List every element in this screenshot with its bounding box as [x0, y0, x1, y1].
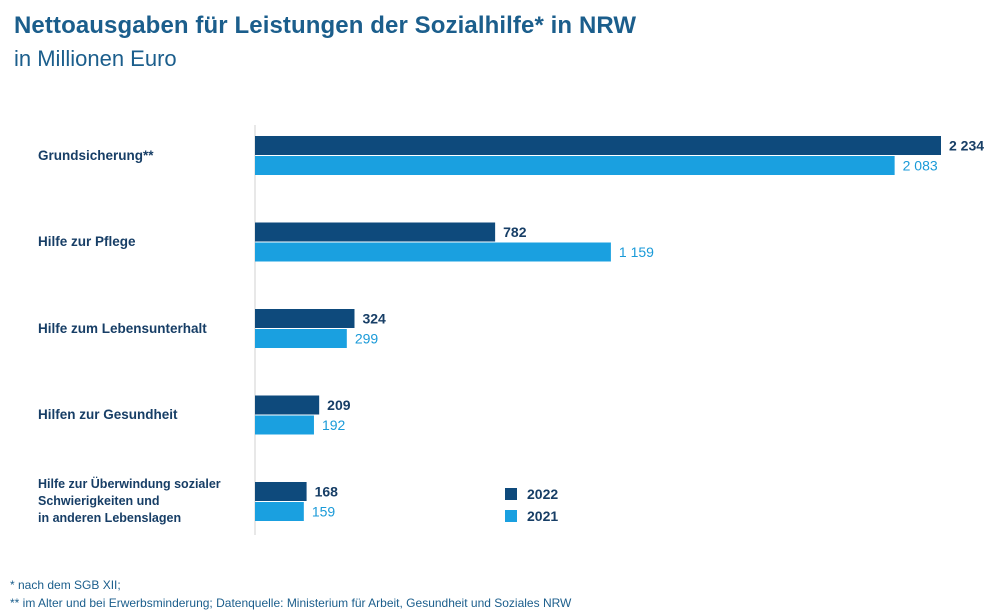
- category-label-4: Hilfe zur Überwindung sozialer Schwierigk…: [38, 476, 248, 527]
- category-label-line: Grundsicherung**: [38, 147, 154, 163]
- value-label-2021-3: 192: [322, 417, 346, 433]
- value-label-2022-0: 2 234: [949, 138, 984, 154]
- category-label-3: Hilfen zur Gesundheit: [38, 406, 248, 424]
- bar-2021-3: [255, 415, 314, 435]
- value-label-2021-0: 2 083: [903, 158, 938, 174]
- legend-item-2022: 2022: [505, 486, 558, 502]
- category-label-line: Hilfen zur Gesundheit: [38, 407, 178, 422]
- category-label-0: Grundsicherung**: [38, 147, 248, 165]
- category-label-2: Hilfe zum Lebensunterhalt: [38, 320, 248, 338]
- bar-2021-2: [255, 329, 347, 348]
- value-label-2022-1: 782: [503, 224, 527, 240]
- bar-2022-2: [255, 309, 355, 328]
- value-label-2022-3: 209: [327, 397, 351, 413]
- category-label-line: in anderen Lebenslagen: [38, 511, 182, 525]
- value-label-2022-4: 168: [315, 484, 339, 500]
- bar-2021-4: [255, 502, 304, 521]
- category-label-line: Schwierigkeiten und: [38, 494, 160, 508]
- legend-label-2021: 2021: [527, 508, 559, 524]
- bar-2022-1: [255, 222, 496, 242]
- value-label-2021-2: 299: [355, 331, 379, 347]
- bar-2022-0: [255, 136, 941, 155]
- bar-2021-1: [255, 242, 611, 262]
- bar-2022-3: [255, 395, 320, 415]
- legend-swatch-2022: [505, 488, 517, 500]
- category-label-1: Hilfe zur Pflege: [38, 233, 248, 251]
- legend-label-2022: 2022: [527, 486, 559, 502]
- legend-swatch-2021: [505, 510, 517, 522]
- category-label-line: Hilfe zur Pflege: [38, 234, 136, 249]
- footnote-2: ** im Alter und bei Erwerbsminderung; Da…: [10, 596, 572, 610]
- chart-title: Nettoausgaben für Leistungen der Sozialh…: [14, 12, 637, 39]
- legend-item-2021: 2021: [505, 508, 558, 524]
- chart-subtitle: in Millionen Euro: [14, 46, 177, 71]
- footnote-1: * nach dem SGB XII;: [10, 578, 121, 592]
- bar-2022-4: [255, 482, 307, 501]
- value-label-2021-4: 159: [312, 504, 336, 520]
- value-label-2021-1: 1 159: [619, 244, 654, 260]
- category-label-line: Hilfe zur Überwindung sozialer: [38, 477, 221, 491]
- value-label-2022-2: 324: [362, 311, 386, 327]
- bar-2021-0: [255, 156, 895, 175]
- category-label-line: Hilfe zum Lebensunterhalt: [38, 320, 207, 336]
